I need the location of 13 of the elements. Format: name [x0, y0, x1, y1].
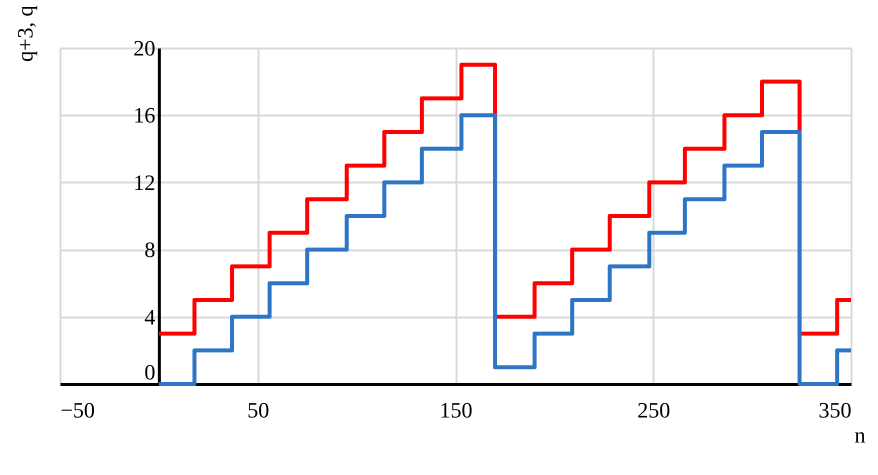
y-tick-label: 16 — [133, 102, 156, 128]
y-tick-label: 8 — [144, 237, 156, 262]
x-tick-label: 50 — [247, 398, 270, 422]
y-tick-label: 0 — [144, 360, 156, 384]
x-tick-label: −50 — [60, 398, 95, 422]
y-axis-title: q+3, q — [12, 6, 38, 62]
x-tick-label: 150 — [440, 398, 472, 422]
y-tick-label: 12 — [133, 170, 156, 195]
x-tick-label: 350 — [818, 398, 852, 422]
y-tick-label: 20 — [133, 36, 156, 60]
x-tick-label: 250 — [637, 398, 670, 422]
x-axis-title: n — [854, 422, 866, 448]
y-tick-label: 4 — [144, 304, 156, 330]
